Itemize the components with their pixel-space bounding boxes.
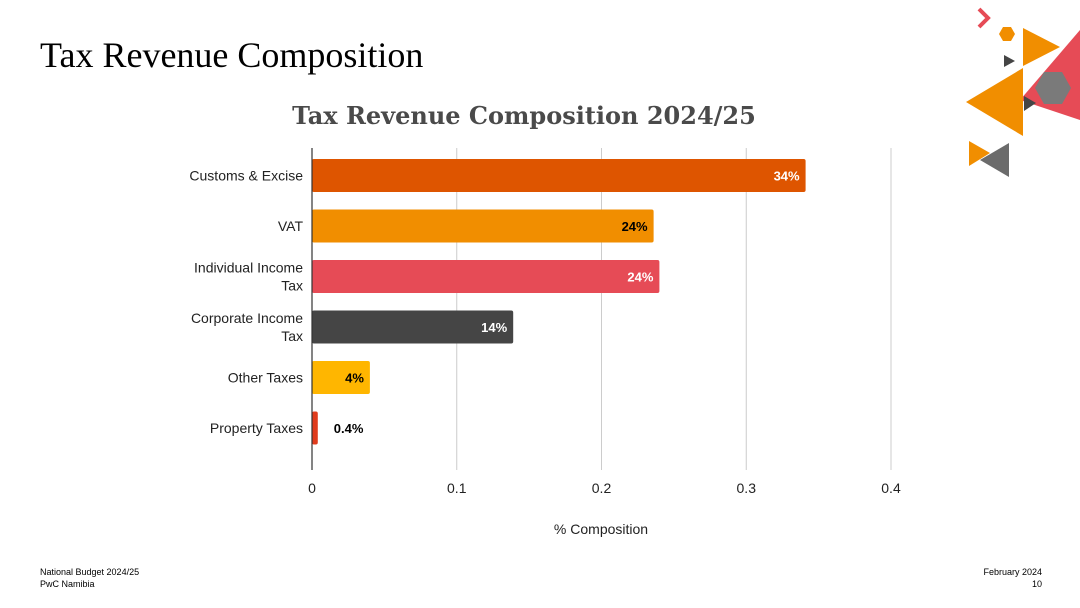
chart-title: Tax Revenue Composition 2024/25 bbox=[292, 101, 756, 130]
x-axis-label: % Composition bbox=[554, 521, 648, 537]
x-tick-label: 0.2 bbox=[592, 480, 612, 496]
footer-company-label: PwC Namibia bbox=[40, 579, 95, 589]
decorative-shapes bbox=[966, 7, 1080, 177]
bar-chart: 0 0.1 0.2 0.3 0.4 Customs & Excise 34% VAT 24% In… bbox=[189, 148, 901, 537]
bar bbox=[312, 260, 660, 293]
slide-title: Tax Revenue Composition bbox=[40, 35, 424, 75]
hexagon-gray-icon bbox=[1035, 72, 1071, 104]
y-category-label: Individual Income Tax bbox=[194, 260, 303, 294]
y-category-label-line: Customs & Excise bbox=[189, 168, 303, 184]
y-category-label-line: Tax bbox=[281, 328, 303, 344]
footer-budget-label: National Budget 2024/25 bbox=[40, 567, 140, 577]
y-category-label-line: Tax bbox=[281, 278, 303, 294]
y-category-label: Corporate Income Tax bbox=[191, 310, 303, 344]
y-category-label: Other Taxes bbox=[228, 370, 303, 386]
triangle-dark-mid-icon bbox=[1024, 96, 1036, 111]
x-tick-label: 0 bbox=[308, 480, 316, 496]
bar bbox=[312, 361, 370, 394]
x-tick-label: 0.3 bbox=[737, 480, 757, 496]
footer-date-label: February 2024 bbox=[983, 567, 1042, 577]
bar bbox=[312, 411, 318, 445]
y-category-label: Customs & Excise bbox=[189, 168, 303, 184]
triangle-orange-small-icon bbox=[969, 141, 990, 166]
bar bbox=[312, 310, 514, 344]
x-tick-label: 0.1 bbox=[447, 480, 467, 496]
footer-page-number: 10 bbox=[1031, 579, 1042, 589]
triangle-dark-small-icon bbox=[1004, 55, 1015, 67]
hexagon-orange-icon bbox=[999, 27, 1015, 41]
y-category-label-line: Corporate Income bbox=[191, 310, 303, 326]
y-category-label: Property Taxes bbox=[210, 420, 303, 436]
y-category-label: VAT bbox=[278, 218, 304, 234]
triangle-orange-large-icon bbox=[1023, 28, 1060, 66]
data-label: 34% bbox=[774, 169, 800, 184]
footer-right: February 2024 10 bbox=[983, 566, 1042, 590]
data-label: 24% bbox=[627, 270, 653, 285]
data-label: 0.4% bbox=[334, 421, 364, 436]
data-label: 4% bbox=[345, 371, 364, 386]
triangle-gray-small-icon bbox=[980, 143, 1009, 177]
chevron-right-icon bbox=[977, 7, 991, 29]
triangle-orange-left-icon bbox=[966, 68, 1023, 136]
bar bbox=[312, 159, 806, 192]
y-category-label-line: VAT bbox=[278, 218, 304, 234]
footer-left: National Budget 2024/25 PwC Namibia bbox=[40, 566, 139, 590]
y-category-label-line: Other Taxes bbox=[228, 370, 303, 386]
data-label: 14% bbox=[481, 320, 507, 335]
y-category-label-line: Property Taxes bbox=[210, 420, 303, 436]
y-category-label-line: Individual Income bbox=[194, 260, 303, 276]
data-label: 24% bbox=[622, 219, 648, 234]
x-tick-label: 0.4 bbox=[881, 480, 901, 496]
bar bbox=[312, 209, 654, 243]
